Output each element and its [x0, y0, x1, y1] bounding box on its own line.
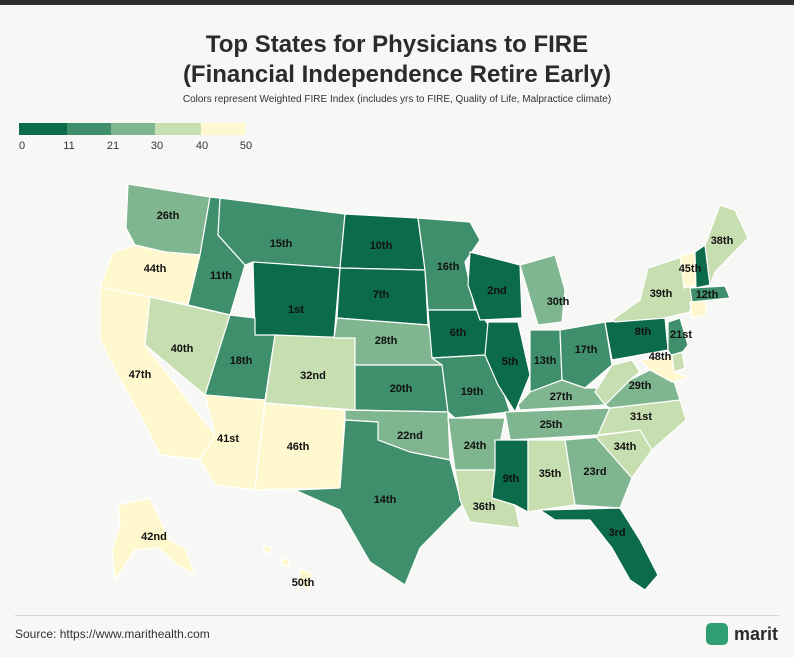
legend-tick-30: 30: [150, 140, 164, 152]
label-OH: 17th: [575, 344, 598, 356]
label-WI: 2nd: [487, 285, 507, 297]
label-LA: 36th: [473, 501, 496, 513]
label-KS: 20th: [390, 383, 413, 395]
label-WY: 1st: [288, 304, 304, 316]
state-OH: [559, 321, 613, 389]
legend-tick-11: 11: [63, 140, 75, 152]
label-NE: 28th: [375, 335, 398, 347]
label-MD: 48th: [649, 351, 672, 363]
state-WY: [252, 261, 341, 339]
label-VA: 29th: [629, 380, 652, 392]
label-KY: 27th: [550, 391, 573, 403]
state-AK: [111, 497, 196, 581]
label-UT: 18th: [230, 355, 253, 367]
title-line-1: Top States for Physicians to FIRE: [205, 31, 589, 58]
state-MI: [519, 254, 566, 326]
label-NM: 46th: [287, 441, 310, 453]
state-TX: [294, 419, 463, 586]
label-NJ: 21st: [670, 329, 692, 341]
brand-logo: marit: [705, 622, 778, 646]
label-IL: 5th: [502, 356, 519, 368]
label-MO: 19th: [461, 386, 484, 398]
label-MA: 12th: [696, 289, 719, 301]
label-VT: 45th: [679, 263, 702, 275]
label-AZ: 41st: [217, 433, 239, 445]
state-ME: [704, 204, 749, 286]
label-WA: 26th: [157, 210, 180, 222]
label-HI: 50th: [292, 577, 315, 589]
state-AL: [527, 439, 576, 513]
label-SC: 34th: [614, 441, 637, 453]
legend-tick-40: 40: [195, 140, 209, 152]
marit-logo-icon: [705, 623, 728, 645]
label-GA: 23rd: [583, 466, 606, 478]
brand-name: marit: [733, 623, 778, 644]
label-FL: 3rd: [608, 527, 625, 539]
label-OR: 44th: [144, 263, 167, 275]
legend-swatch-1: [19, 123, 67, 135]
us-choropleth-map: 26th 44th 47th 11th 40th 15th 1st 18th 4…: [99, 183, 749, 591]
state-CT: [689, 300, 707, 319]
label-MS: 9th: [503, 473, 520, 485]
state-WV: [594, 359, 641, 406]
legend-swatch-2: [67, 123, 111, 135]
label-CO: 32nd: [300, 370, 326, 382]
title-line-2: (Financial Independence Retire Early): [182, 61, 612, 88]
label-MT: 15th: [270, 238, 293, 250]
label-PA: 8th: [635, 326, 652, 338]
top-bar: [0, 0, 794, 5]
label-AK: 42nd: [141, 531, 167, 543]
label-TX: 14th: [374, 494, 397, 506]
legend-swatch-4: [155, 123, 201, 135]
label-TN: 25th: [540, 419, 563, 431]
label-IN: 13th: [534, 355, 557, 367]
source-text: Source: https://www.marithealth.com: [15, 627, 210, 641]
label-ID: 11th: [210, 270, 232, 282]
label-AR: 24th: [464, 440, 487, 452]
state-MD: [639, 354, 691, 383]
state-FL: [539, 507, 659, 591]
state-WI: [467, 251, 523, 321]
chart-subtitle: Colors represent Weighted FIRE Index (in…: [182, 94, 612, 105]
label-IA: 6th: [450, 327, 467, 339]
legend-swatch-3: [111, 123, 155, 135]
legend-tick-21: 21: [106, 140, 120, 152]
label-ND: 10th: [370, 240, 393, 252]
label-NY: 39th: [650, 288, 673, 300]
state-HI: [262, 544, 313, 591]
legend-swatch-5: [201, 123, 245, 135]
label-OK: 22nd: [397, 430, 423, 442]
color-legend: 0 11 21 30 40 50: [19, 123, 259, 159]
legend-tick-0: 0: [18, 140, 26, 152]
label-AL: 35th: [539, 468, 562, 480]
label-MI: 30th: [547, 296, 570, 308]
label-ME: 38th: [711, 235, 734, 247]
label-NC: 31st: [630, 411, 652, 423]
chart-title: Top States for Physicians to FIRE (Finan…: [0, 30, 794, 90]
label-CA: 47th: [129, 369, 152, 381]
legend-tick-50: 50: [239, 140, 253, 152]
state-KY: [517, 379, 606, 411]
label-NV: 40th: [171, 343, 194, 355]
state-GA: [564, 436, 633, 509]
label-MN: 16th: [437, 261, 460, 273]
state-MA: [689, 285, 731, 303]
label-SD: 7th: [373, 289, 390, 301]
footer-divider: [15, 615, 779, 616]
